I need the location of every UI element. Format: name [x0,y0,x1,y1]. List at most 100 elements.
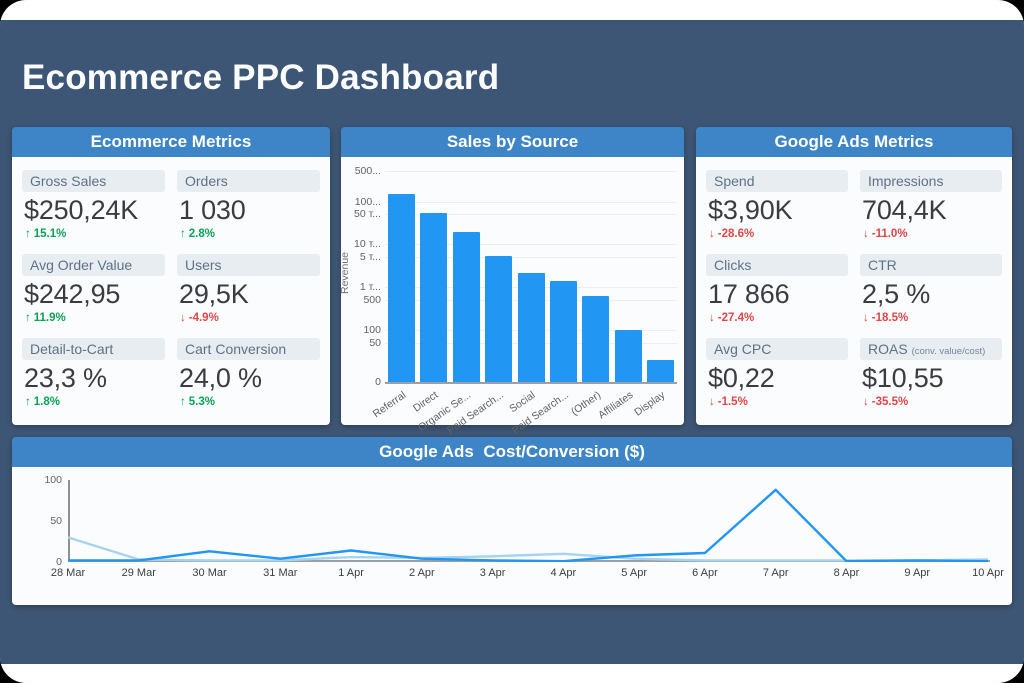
metric-value: $0,22 [708,363,775,393]
metric-value: 29,5K [179,279,249,309]
trend-arrow-icon: ↓ [180,312,186,324]
metric-label: Cart Conversion [177,338,320,360]
metric-delta-value: -27.4% [717,312,755,324]
trend-arrow-icon: ↓ [863,312,869,324]
cost-per-conversion-chart[interactable]: 28 Mar 29 Mar 30 Mar 31 Mar 1 Apr 2 Apr 3 Apr 4… [12,467,1012,605]
metric-tile-users: Users 29,5K ↓ -4.9% [177,254,320,329]
bar-chart-y-tick: 10 т... [354,238,381,251]
metric-label-text: ROAS [868,341,908,357]
line-chart-x-tick: 30 Mar [192,567,227,579]
trend-arrow-icon: ↑ [180,396,186,408]
line-chart-x-tick: 4 Apr [550,567,577,579]
metric-delta: ↑ 2.8% [177,228,320,240]
bar-direct[interactable] [420,212,448,382]
line-chart-x-axis-labels: 28 Mar 29 Mar 30 Mar 31 Mar 1 Apr 2 Apr 3 Apr 4… [51,467,1004,605]
bar-paid-search[interactable] [549,281,577,382]
panel-cost-per-conversion-title: Google Ads Cost/Conversion ($) [12,437,1012,467]
bar-chart-y-tick: 100 [363,324,381,337]
metric-label-text: Impressions [868,173,944,189]
line-chart-x-tick: 1 Apr [338,567,364,579]
line-series-cost-per-conversion-previous[interactable] [68,536,988,562]
trend-arrow-icon: ↓ [863,396,869,408]
metric-label-text: Avg CPC [714,341,772,357]
bar-chart-y-tick: 1 т... [359,281,381,294]
metric-value: 24,0 % [179,363,262,393]
metric-delta-value: 1.8% [33,396,60,408]
metric-label: Orders [177,170,320,192]
metric-tile-impressions: Impressions 704,4K ↓ -11.0% [860,170,1002,245]
metric-label-text: Spend [714,173,755,189]
metric-tile-detail-to-cart: Detail-to-Cart 23,3 % ↑ 1.8% [22,338,165,413]
bar-chart-plot-area[interactable]: Revenue 500... 100... 50 т... 10 т... 5 т...… [339,165,677,388]
bar-referral[interactable] [387,193,415,382]
sales-by-source-chart[interactable]: Revenue 500... 100... 50 т... 10 т... 5 т...… [339,157,684,437]
metric-label: Clicks [706,254,848,276]
panel-cost-per-conversion: Google Ads Cost/Conversion ($) 28 Mar 29 … [12,437,1012,605]
metric-delta-value: -28.6% [717,228,755,240]
panel-ecommerce-metrics: Ecommerce Metrics Gross Sales $250,24K ↑… [12,127,330,425]
trend-arrow-icon: ↓ [863,228,869,240]
metric-value: $242,95 [24,279,121,309]
metric-tile-avg-order-value: Avg Order Value $242,95 ↑ 11.9% [22,254,165,329]
metric-label: Users [177,254,320,276]
metric-label: ROAS (conv. value/cost) [860,338,1002,360]
metric-value: 704,4K [862,195,947,225]
bar-chart-gridline [385,214,677,216]
metric-value: 2,5 % [862,279,931,309]
metric-delta: ↑ 11.9% [22,312,165,324]
bar-organic-se[interactable] [452,231,480,382]
panel-ecommerce-metrics-title: Ecommerce Metrics [12,127,330,157]
metric-value: 17 866 [708,279,790,309]
trend-arrow-icon: ↑ [25,396,31,408]
metric-label: Avg Order Value [22,254,165,276]
metric-tile-gross-sales: Gross Sales $250,24K ↑ 15.1% [22,170,165,245]
bar-display[interactable] [647,360,675,382]
metric-label: Avg CPC [706,338,848,360]
line-chart-y-axis [68,480,70,562]
metric-delta-value: -11.0% [871,228,908,240]
metric-label: Impressions [860,170,1002,192]
line-chart-plot-area[interactable] [68,480,988,562]
metric-delta: ↓ -28.6% [706,228,848,240]
line-chart-x-tick: 6 Apr [692,567,718,579]
metric-delta: ↓ -4.9% [177,312,320,324]
metric-value: $250,24K [24,195,139,225]
metric-label-text: Avg Order Value [30,257,133,273]
metric-delta-value: -1.5% [717,396,748,408]
bar-other[interactable] [582,295,610,382]
metric-label-text: Clicks [714,257,752,273]
bar-chart-x-tick: Affiliates [595,389,636,422]
metric-tile-orders: Orders 1 030 ↑ 2.8% [177,170,320,245]
metric-tile-avg-cpc: Avg CPC $0,22 ↓ -1.5% [706,338,848,413]
line-chart-x-tick: 9 Apr [904,567,931,579]
panel-google-ads-metrics: Google Ads Metrics Spend $3,90K ↓ -28.6% … [696,127,1012,425]
metric-tile-cart-conversion: Cart Conversion 24,0 % ↑ 5.3% [177,338,320,413]
bar-chart-y-tick: 0 [375,376,381,388]
bar-affiliates[interactable] [614,330,642,382]
metric-value: $3,90K [708,195,793,225]
metric-value: 1 030 [179,195,246,225]
line-chart-y-tick: 50 [50,515,62,527]
bar-social[interactable] [517,272,545,382]
metric-delta: ↓ -18.5% [860,312,1002,324]
metric-label-text: Cart Conversion [185,341,287,357]
line-series-cost-per-conversion-current[interactable] [68,488,988,562]
bar-chart-gridline [385,257,677,259]
google-tiles-grid: Spend $3,90K ↓ -28.6% Impressions 704,4K … [706,170,1002,413]
metric-delta: ↑ 5.3% [177,396,320,408]
bar-paid-search[interactable] [485,255,513,382]
page-title: Ecommerce PPC Dashboard [22,58,500,97]
metric-delta: ↑ 1.8% [22,396,165,408]
ecommerce-tiles-grid: Gross Sales $250,24K ↑ 15.1% Orders 1 030… [22,170,320,413]
metric-delta-value: -18.5% [871,312,909,324]
trend-arrow-icon: ↓ [709,312,715,324]
line-chart-x-tick: 8 Apr [833,567,860,579]
metric-label-suffix: (conv. value/cost) [911,346,986,357]
trend-arrow-icon: ↓ [709,228,715,240]
bar-chart-y-tick: 100... [354,195,381,208]
bar-chart-y-tick: 50 т... [354,208,381,221]
bar-chart-gridline [385,244,677,246]
bar-chart-x-tick: Display [632,389,668,419]
metric-label-text: Users [185,257,222,273]
